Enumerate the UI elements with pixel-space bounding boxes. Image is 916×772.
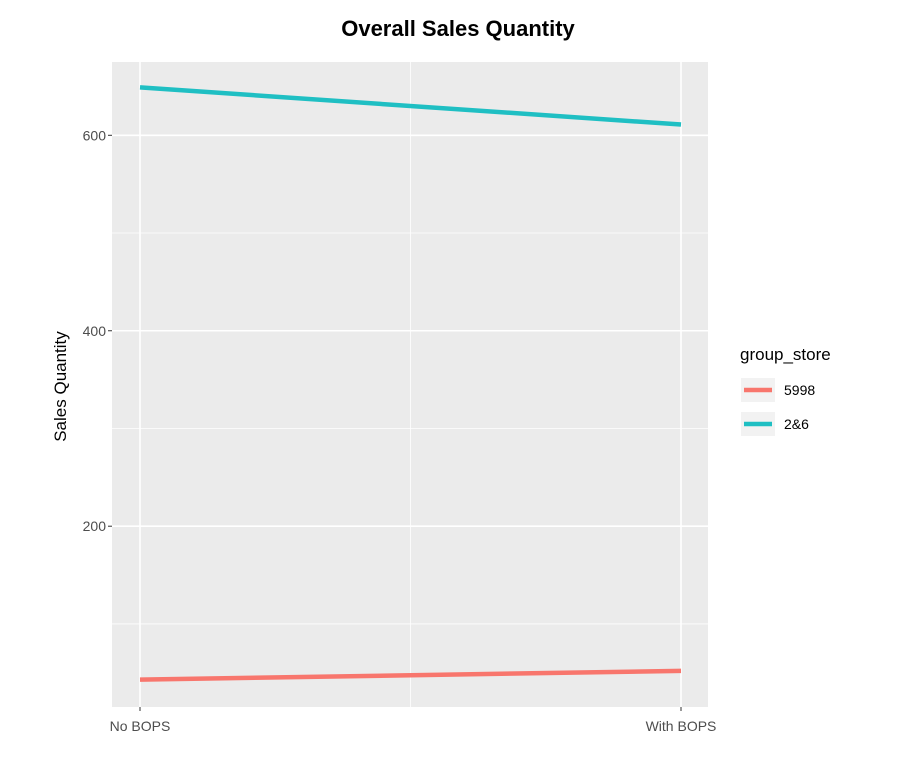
legend-label: 2&6 xyxy=(784,416,809,432)
y-tick-label: 200 xyxy=(83,518,107,534)
x-tick-label: No BOPS xyxy=(110,718,171,734)
y-tick-label: 600 xyxy=(83,127,107,143)
series-line-1 xyxy=(139,85,682,127)
chart-title: Overall Sales Quantity xyxy=(341,16,575,41)
legend-label: 5998 xyxy=(784,382,815,398)
series-line-0 xyxy=(139,668,682,682)
y-tick-label: 400 xyxy=(83,323,107,339)
y-axis-title: Sales Quantity xyxy=(51,331,70,442)
legend-title: group_store xyxy=(740,345,831,364)
x-tick-label: With BOPS xyxy=(646,718,717,734)
plot-panel xyxy=(112,62,708,707)
